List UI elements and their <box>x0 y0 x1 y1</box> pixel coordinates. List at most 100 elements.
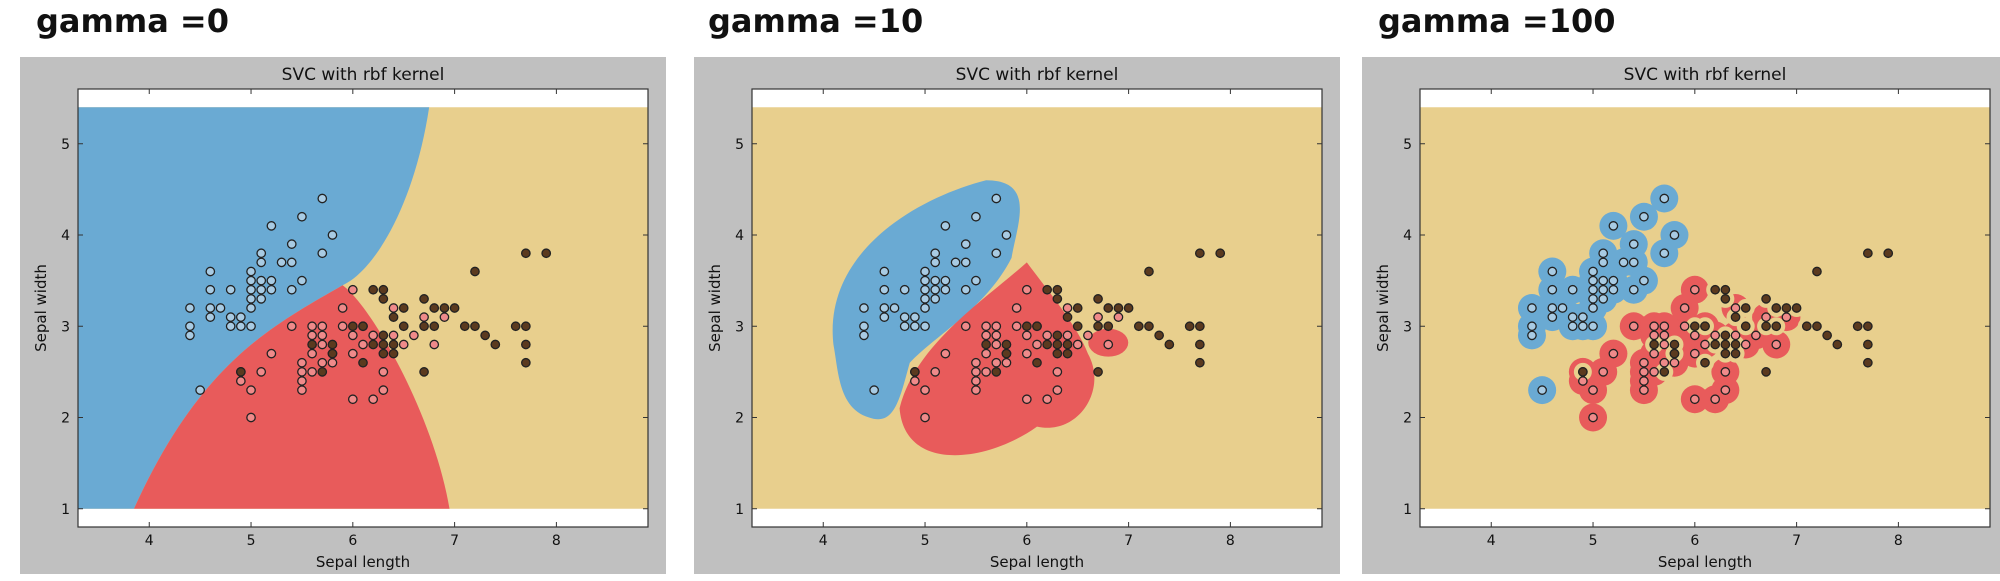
x-tick-label: 4 <box>145 533 154 549</box>
data-point-series-1 <box>1062 303 1073 313</box>
data-point-series-2 <box>358 321 368 332</box>
data-point-series-0 <box>1598 257 1609 268</box>
data-point-series-1 <box>1689 348 1700 359</box>
chart-title: SVC with rbf kernel <box>282 65 445 85</box>
data-point-series-0 <box>1608 275 1619 286</box>
data-point-series-0 <box>195 385 205 395</box>
data-point-series-2 <box>1123 303 1134 313</box>
y-axis-label: Sepal width <box>706 264 724 352</box>
data-point-series-1 <box>1700 339 1710 350</box>
data-point-series-2 <box>1195 339 1205 350</box>
data-point-series-2 <box>1649 339 1659 350</box>
data-point-series-2 <box>1812 321 1822 332</box>
data-point-series-0 <box>1628 257 1639 268</box>
data-point-series-2 <box>981 339 991 350</box>
data-point-series-0 <box>1598 284 1609 295</box>
data-point-series-0 <box>910 312 920 322</box>
data-point-series-2 <box>1144 321 1154 332</box>
data-point-series-0 <box>246 321 256 332</box>
data-point-series-0 <box>940 275 951 286</box>
data-point-series-0 <box>930 257 941 268</box>
data-point-series-0 <box>205 303 216 313</box>
data-point-series-0 <box>225 284 236 295</box>
data-point-series-2 <box>1113 303 1124 313</box>
data-point-series-2 <box>388 339 399 350</box>
data-point-series-2 <box>521 321 531 332</box>
plot-frame <box>751 88 1323 528</box>
data-point-series-1 <box>1659 339 1670 350</box>
x-tick-label: 5 <box>247 533 256 549</box>
data-point-series-2 <box>1771 321 1782 332</box>
data-point-series-2 <box>1062 339 1073 350</box>
data-point-series-0 <box>1527 321 1537 332</box>
data-point-series-1 <box>1608 348 1619 359</box>
data-point-series-0 <box>225 312 236 322</box>
data-point-series-2 <box>1052 294 1063 304</box>
data-point-series-2 <box>1052 339 1063 350</box>
data-point-series-0 <box>899 321 910 332</box>
data-point-series-2 <box>1144 266 1154 277</box>
data-point-series-1 <box>1001 357 1012 368</box>
data-point-series-2 <box>1832 339 1843 350</box>
data-point-series-2 <box>398 303 409 313</box>
data-point-series-1 <box>337 321 348 332</box>
data-point-series-1 <box>439 312 450 322</box>
data-point-series-0 <box>879 284 890 295</box>
data-point-series-1 <box>1751 330 1761 341</box>
data-point-series-1 <box>1720 385 1731 395</box>
data-point-series-2 <box>1812 266 1822 277</box>
data-point-series-2 <box>1740 303 1751 313</box>
x-tick-label: 6 <box>1690 533 1699 549</box>
data-points <box>185 193 552 423</box>
data-point-series-0 <box>899 284 910 295</box>
y-tick-label: 1 <box>61 502 70 518</box>
data-point-series-2 <box>1720 284 1731 295</box>
data-point-series-2 <box>1093 367 1103 377</box>
y-tick-label: 4 <box>61 228 70 244</box>
data-point-series-0 <box>960 257 971 268</box>
data-point-series-1 <box>1669 357 1680 368</box>
data-point-series-0 <box>950 257 961 268</box>
data-point-series-2 <box>1720 294 1731 304</box>
data-point-series-0 <box>930 248 941 259</box>
data-point-series-0 <box>940 221 951 231</box>
data-point-series-0 <box>185 303 195 313</box>
data-point-series-2 <box>1781 303 1792 313</box>
data-point-series-2 <box>1720 330 1731 341</box>
data-point-series-0 <box>960 284 971 295</box>
data-point-series-2 <box>1052 348 1063 359</box>
data-point-series-2 <box>388 312 399 322</box>
data-point-series-1 <box>1639 357 1649 368</box>
data-point-series-0 <box>869 385 879 395</box>
data-point-series-2 <box>1863 357 1873 368</box>
data-point-series-0 <box>1639 211 1649 222</box>
x-tick-label: 7 <box>1792 533 1801 549</box>
data-point-series-1 <box>317 321 328 332</box>
data-point-series-1 <box>297 376 307 386</box>
data-point-series-0 <box>879 266 890 277</box>
data-point-series-1 <box>347 394 358 405</box>
data-point-series-0 <box>256 257 267 268</box>
chart-svg: 4 5 6 7 8 1 2 3 4 5 SVC with rbf kernel Sepal lengt… <box>706 65 1323 571</box>
decision-regions <box>752 107 1322 509</box>
data-point-series-0 <box>1588 321 1598 332</box>
data-point-series-0 <box>1001 230 1012 240</box>
chart-title: SVC with rbf kernel <box>956 65 1119 85</box>
data-point-series-2 <box>1761 321 1771 332</box>
x-tick-label: 6 <box>348 533 357 549</box>
data-point-series-2 <box>236 367 246 377</box>
data-point-series-2 <box>541 248 552 259</box>
data-point-series-0 <box>991 248 1002 259</box>
data-point-series-1 <box>991 339 1002 350</box>
data-point-series-2 <box>1659 367 1670 377</box>
y-tick-label: 5 <box>61 137 70 153</box>
x-tick-label: 8 <box>552 533 561 549</box>
data-point-series-1 <box>419 312 429 322</box>
data-point-series-0 <box>910 321 920 332</box>
x-tick-label: 4 <box>1487 533 1496 549</box>
data-point-series-0 <box>246 303 256 313</box>
data-point-series-1 <box>1062 330 1073 341</box>
data-point-series-2 <box>1133 321 1144 332</box>
data-point-series-1 <box>971 376 981 386</box>
data-point-series-1 <box>236 376 246 386</box>
